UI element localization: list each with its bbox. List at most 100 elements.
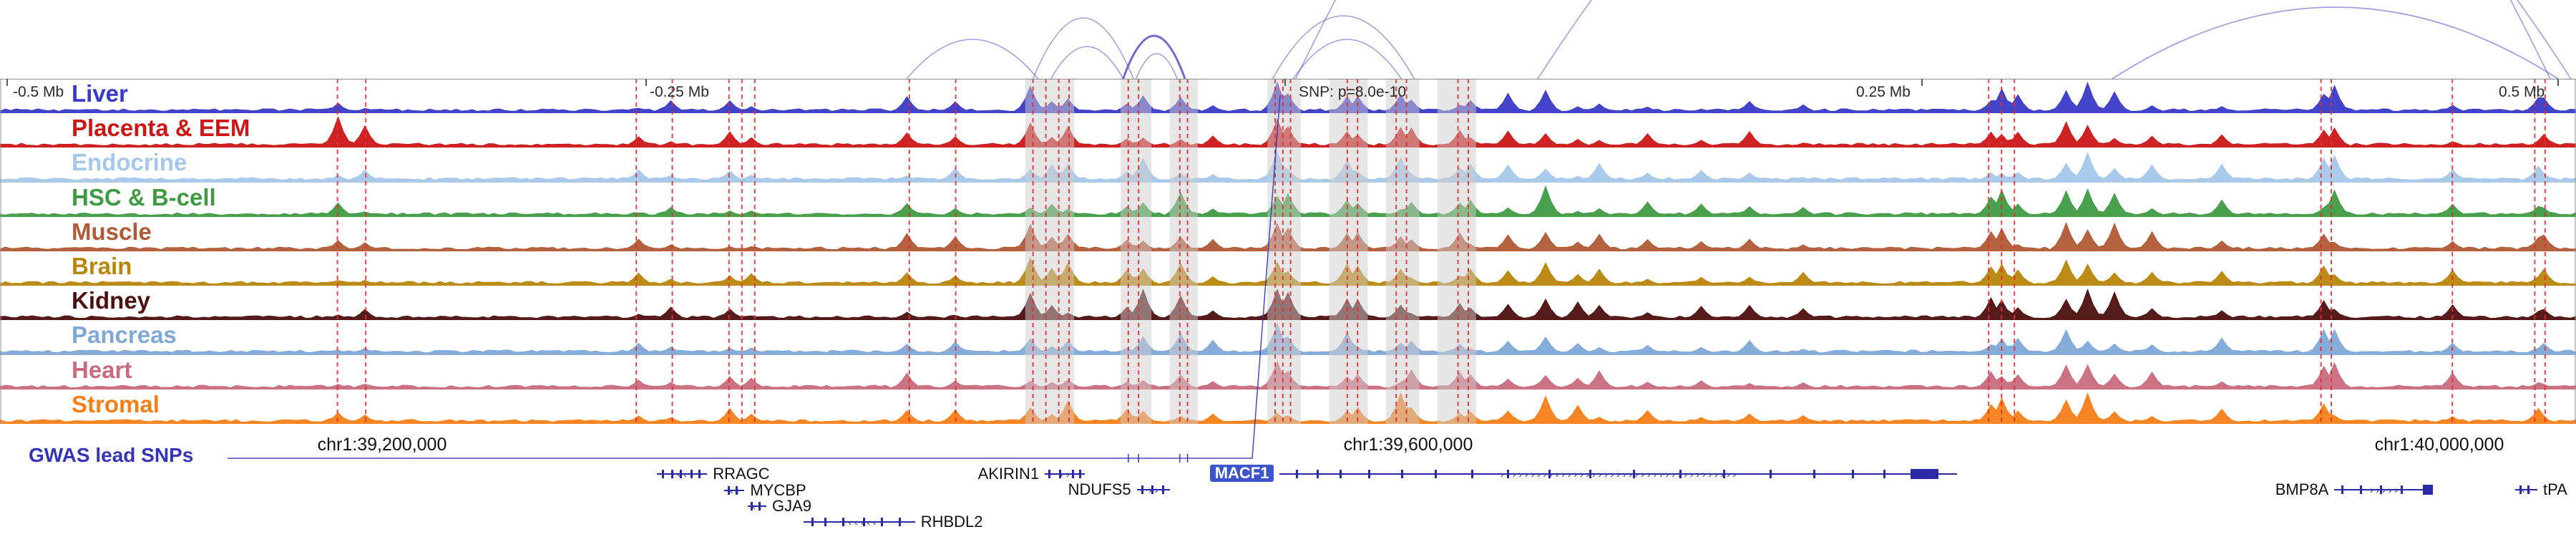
exon-tick <box>1071 470 1074 478</box>
track-label-heart[interactable]: Heart <box>72 356 132 383</box>
gene-macf1[interactable]: › › › › › › › › › › › › › › › › › › › › … <box>1209 465 1957 482</box>
exon-tick <box>1852 470 1855 478</box>
exon-tick <box>1883 470 1885 478</box>
track-label-liver[interactable]: Liver <box>72 80 128 107</box>
track-label-brain[interactable]: Brain <box>72 253 132 279</box>
exon-tick <box>824 518 826 526</box>
gene-bmp8a[interactable]: › › › › › BMP8A <box>2275 481 2434 498</box>
exon-tick <box>899 518 902 526</box>
gwas-snp-ticks <box>1128 454 1189 463</box>
exon-tick <box>670 470 673 478</box>
interaction-arc[interactable] <box>1032 17 1134 79</box>
strand-arrows: › › › › › <box>2369 484 2398 495</box>
exon-tick <box>1161 485 1164 494</box>
interaction-arc[interactable] <box>1122 34 1186 79</box>
coordinate-label-1: chr1:39,600,000 <box>1343 435 1473 455</box>
exon-tick <box>881 518 884 526</box>
exon-tick <box>680 470 683 478</box>
exon-tick <box>1339 470 1342 478</box>
exon-tick <box>1813 470 1816 478</box>
gene-label-rragc[interactable]: RRAGC <box>713 465 770 483</box>
exon-tick <box>1679 470 1682 478</box>
exon-tick <box>727 486 730 495</box>
snp-highlight-overlay <box>0 79 2576 424</box>
exon-tick <box>1079 470 1082 478</box>
exon-tick <box>862 518 865 526</box>
exon-tick <box>1367 470 1370 478</box>
exon-tick <box>1141 485 1143 494</box>
ruler-label-0-25mb: 0.25 Mb <box>1856 84 1911 100</box>
exon-tick <box>1770 470 1772 478</box>
gene-akirin1[interactable]: › › AKIRIN1 <box>978 465 1085 483</box>
gene-gja9[interactable]: ‹ ‹ GJA9 <box>747 498 811 515</box>
interaction-arc[interactable] <box>1295 0 2551 79</box>
ruler-label-minus-0-5mb: -0.5 Mb <box>13 84 64 100</box>
interaction-arc[interactable] <box>1135 53 1178 79</box>
ruler-label-0-5mb: 0.5 Mb <box>2499 84 2545 100</box>
ruler-tick <box>1284 79 1287 86</box>
gene-label-akirin1[interactable]: AKIRIN1 <box>977 465 1040 483</box>
strand-arrows: ‹ ‹ ‹ ‹ ‹ ‹ <box>842 516 877 528</box>
exon-block <box>1911 469 1938 479</box>
coordinate-label-0: chr1:39,200,000 <box>317 435 447 455</box>
interaction-arc[interactable] <box>1537 0 2572 79</box>
exon-tick <box>1401 470 1404 478</box>
ruler-label-minus-0-25mb: -0.25 Mb <box>650 84 709 100</box>
track-label-hsc-b-cell[interactable]: HSC & B-cell <box>72 183 216 211</box>
gene-label-mycbp[interactable]: MYCBP <box>750 481 806 499</box>
interaction-arcs <box>906 0 2572 79</box>
strand-arrows: ‹ ‹ <box>2521 484 2532 495</box>
exon-tick <box>2519 485 2522 494</box>
exon-tick <box>751 502 753 511</box>
exon-tick <box>758 502 761 511</box>
gene-line <box>803 521 915 523</box>
gene-line <box>724 490 745 491</box>
gene-label-bmp8a[interactable]: BMP8A <box>2275 480 2329 498</box>
gene-ndufs5[interactable]: › › NDUFS5 <box>1068 481 1170 498</box>
exon-tick <box>1048 470 1051 478</box>
ruler-tick <box>645 79 647 86</box>
track-label-pancreas[interactable]: Pancreas <box>72 321 177 349</box>
interaction-arc[interactable] <box>2112 6 2559 79</box>
gene-label-gja9[interactable]: GJA9 <box>771 497 812 515</box>
exon-tick <box>1589 470 1592 478</box>
gene-rhbdl2[interactable]: ‹ ‹ ‹ ‹ ‹ ‹ RHBDL2 <box>803 513 983 531</box>
gene-mycbp[interactable]: ‹ ‹ MYCBP <box>724 482 806 499</box>
exon-tick <box>811 518 814 526</box>
gene-label-tpa[interactable]: tPA <box>2542 480 2567 498</box>
gene-line <box>2515 489 2537 490</box>
highlight-bands <box>1025 79 1476 424</box>
track-label-endocrine[interactable]: Endocrine <box>72 149 187 176</box>
interaction-arc[interactable] <box>906 39 1039 79</box>
interaction-arc[interactable] <box>1272 15 1415 79</box>
exon-tick <box>698 470 701 478</box>
track-label-kidney[interactable]: Kidney <box>72 287 151 314</box>
gene-tpa[interactable]: ‹ ‹ tPA <box>2515 481 2567 498</box>
exon-tick <box>2341 485 2344 494</box>
gene-line <box>1045 473 1085 475</box>
track-label-stromal[interactable]: Stromal <box>72 390 160 417</box>
track-label-muscle[interactable]: Muscle <box>72 218 152 245</box>
gene-label-rhbdl2[interactable]: RHBDL2 <box>920 513 983 531</box>
exon-tick <box>1295 470 1298 478</box>
track-label-placenta-eem[interactable]: Placenta & EEM <box>72 115 250 142</box>
exon-tick <box>1633 470 1636 478</box>
gene-label-macf1[interactable]: MACF1 <box>1209 465 1274 482</box>
interaction-arc[interactable] <box>1292 39 1402 79</box>
gene-line <box>1279 473 1957 475</box>
ruler-tick <box>6 79 9 86</box>
interaction-arc[interactable] <box>1050 46 1124 79</box>
gwas-lead-snps-label[interactable]: GWAS lead SNPs <box>29 444 194 466</box>
exon-tick <box>1470 470 1473 478</box>
gene-label-ndufs5[interactable]: NDUFS5 <box>1068 480 1131 498</box>
exon-tick <box>2359 485 2362 494</box>
ruler-tick <box>1921 79 1923 86</box>
exon-tick <box>1151 485 1154 494</box>
gene-line <box>2334 489 2434 490</box>
gene-rragc[interactable]: ‹ ‹ RRAGC <box>657 465 770 483</box>
strand-arrows: › › › › › › › › › › › › › › › › › › › › … <box>1500 468 1737 480</box>
exon-tick <box>2527 485 2529 494</box>
coordinate-label-2: chr1:40,000,000 <box>2374 435 2504 455</box>
strand-arrows: › › <box>1060 468 1070 480</box>
